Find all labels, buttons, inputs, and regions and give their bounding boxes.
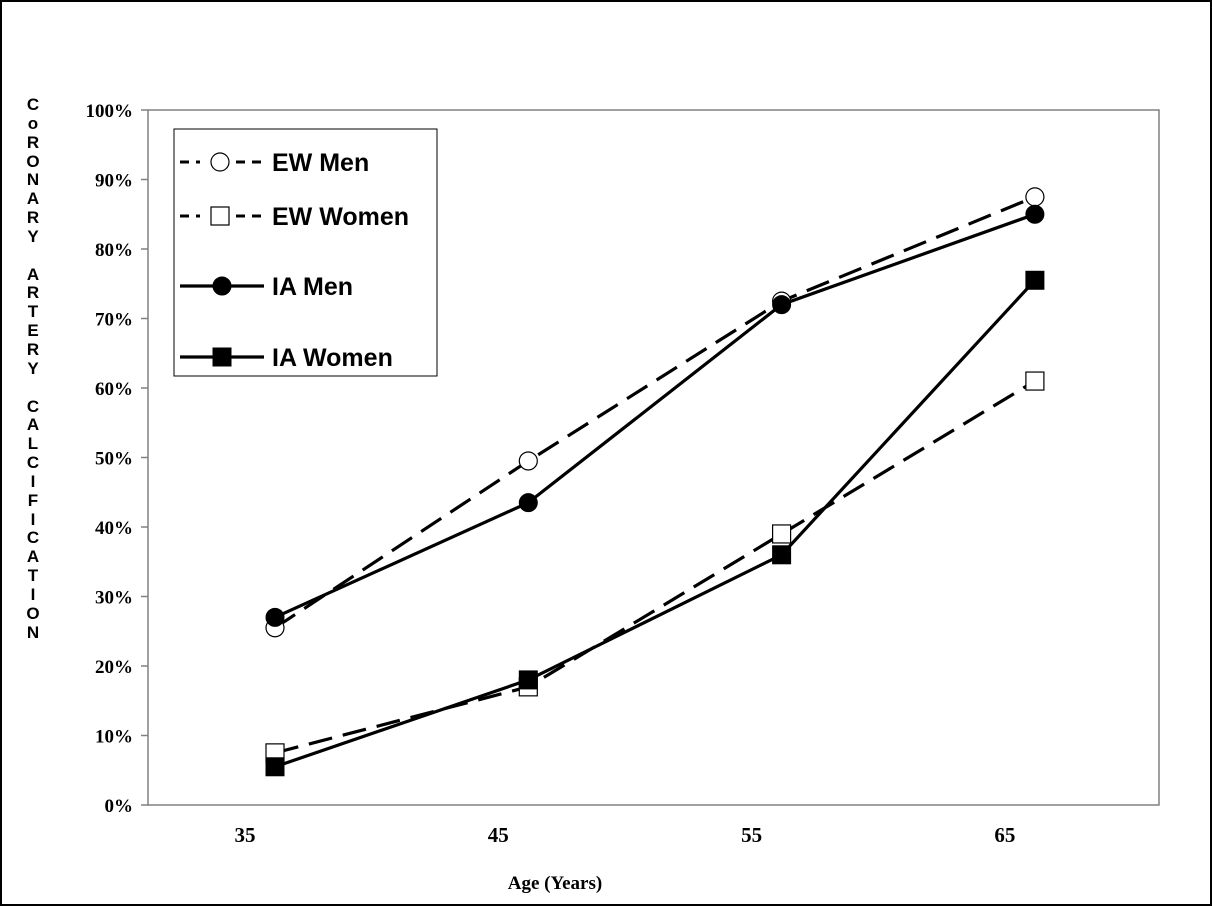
y-axis-label-letter: R xyxy=(26,339,40,359)
data-point-ia-men xyxy=(518,493,538,513)
y-axis-label-letter: I xyxy=(30,509,36,529)
series-ia-women xyxy=(274,279,1037,769)
y-tick-label: 20% xyxy=(95,657,133,678)
y-axis-label-letter: N xyxy=(26,622,40,642)
y-axis-label-letter: o xyxy=(27,113,39,133)
data-point-ew-men xyxy=(1025,187,1045,207)
x-ticks: 35 45 55 65 xyxy=(235,823,1016,847)
x-tick-label: 55 xyxy=(741,823,762,847)
series-line-ew-men xyxy=(274,195,1036,630)
series-ia-men xyxy=(274,212,1036,619)
y-axis-label-letter: C xyxy=(26,95,40,114)
legend-item-ia-men: IA Men xyxy=(180,273,353,301)
data-point-ia-women xyxy=(772,545,792,565)
legend-marker xyxy=(212,276,232,296)
y-axis-label-letter: C xyxy=(26,528,40,548)
data-point-ia-women xyxy=(265,757,285,777)
x-tick-label: 45 xyxy=(488,823,509,847)
y-axis-label-letter: N xyxy=(26,170,40,190)
data-point-ia-men xyxy=(1025,204,1045,224)
series-layer xyxy=(265,187,1045,777)
y-axis-label-letter: Y xyxy=(27,226,39,246)
data-point-ew-women xyxy=(771,524,792,544)
y-axis-label-letter: R xyxy=(26,208,40,228)
series-ew-women xyxy=(274,379,1036,755)
series-line-ew-women xyxy=(274,379,1036,755)
y-axis-label-letter: A xyxy=(26,264,40,284)
y-tick-label: 0% xyxy=(105,796,134,817)
legend: EW Men EW Women IA Men IA Women xyxy=(173,128,438,377)
y-tick-label: 40% xyxy=(95,518,133,539)
y-tick-label: 80% xyxy=(95,240,133,261)
x-axis-label: Age (Years) xyxy=(508,873,602,894)
y-axis-label-letter: A xyxy=(26,547,40,567)
legend-item-ew-men: EW Men xyxy=(180,149,369,177)
data-point-ia-women xyxy=(518,670,538,690)
y-axis-label-letter: R xyxy=(26,132,40,152)
y-tick-label: 100% xyxy=(86,101,134,122)
x-tick-label: 65 xyxy=(994,823,1015,847)
legend-marker xyxy=(210,206,230,226)
y-axis-label-letter: I xyxy=(30,584,36,604)
data-point-ew-men xyxy=(518,451,538,471)
y-axis-label-letter: C xyxy=(26,453,40,473)
x-tick-label: 35 xyxy=(235,823,256,847)
series-ew-men xyxy=(274,195,1036,630)
y-tick-label: 30% xyxy=(95,588,133,609)
y-axis-label-letter: C xyxy=(26,396,40,416)
markers-ia-women xyxy=(265,270,1045,777)
legend-item-ew-women: EW Women xyxy=(180,203,409,231)
y-axis-label-letter: T xyxy=(27,302,39,322)
legend-marker xyxy=(210,152,230,172)
legend-marker xyxy=(212,347,232,367)
legend-label: EW Men xyxy=(272,149,369,177)
data-point-ia-men xyxy=(265,607,285,627)
y-axis-label-letter: A xyxy=(26,189,40,209)
y-axis-label-letter: Y xyxy=(27,358,39,378)
legend-item-ia-women: IA Women xyxy=(180,344,393,372)
y-axis-label-letter: R xyxy=(26,283,40,303)
legend-label: IA Men xyxy=(272,273,353,301)
y-axis-label-letter: T xyxy=(27,566,39,586)
series-line-ia-men xyxy=(274,212,1036,619)
data-point-ia-men xyxy=(772,295,792,315)
y-axis-label-letter: I xyxy=(30,471,36,491)
y-axis-label-letter: F xyxy=(27,490,39,510)
y-axis-label-letter: A xyxy=(26,415,40,435)
y-axis-label-letter: E xyxy=(27,321,39,341)
y-tick-label: 90% xyxy=(95,171,133,192)
legend-label: IA Women xyxy=(272,344,393,372)
y-tick-label: 60% xyxy=(95,379,133,400)
y-axis-label-letter: O xyxy=(26,151,40,171)
y-axis-label-letter: L xyxy=(27,434,39,454)
y-tick-label: 50% xyxy=(95,449,133,470)
markers-ia-men xyxy=(265,204,1045,627)
y-tick-label: 70% xyxy=(95,310,133,331)
data-point-ia-women xyxy=(1025,270,1045,290)
legend-label: EW Women xyxy=(272,203,409,231)
series-line-ia-women xyxy=(274,279,1037,769)
y-ticks: 0% 10% 20% 30% 40% 50% 60% 70% 80% 90% 100% xyxy=(86,101,148,817)
data-point-ew-women xyxy=(1025,371,1045,391)
y-axis-label-letter: O xyxy=(26,603,40,623)
y-tick-label: 10% xyxy=(95,727,133,748)
